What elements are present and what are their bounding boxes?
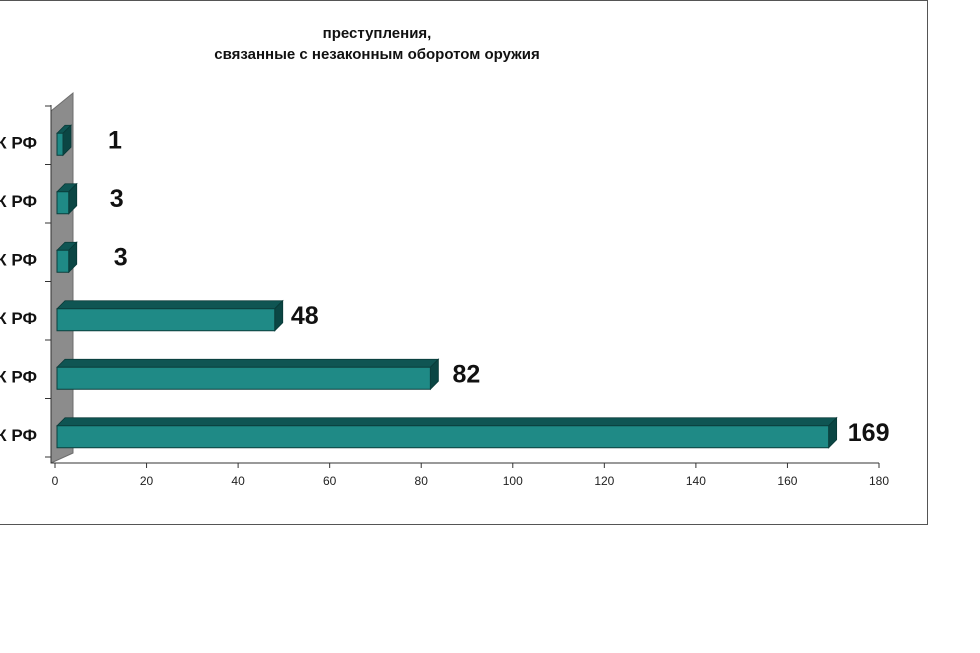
bar-front-face	[56, 366, 431, 390]
bar-1	[56, 124, 72, 157]
category-label-5: К РФ	[0, 367, 37, 386]
data-label-6: 169	[848, 419, 890, 447]
data-label-3: 3	[114, 243, 128, 271]
x-axis: 0 20 40 60 80 100 120 140 160 180	[51, 462, 889, 488]
x-tick-label: 40	[231, 474, 245, 488]
bar-5	[56, 358, 440, 391]
category-label-4: К РФ	[0, 309, 37, 328]
category-label-1: К РФ	[0, 133, 37, 152]
chart-frame: преступления, связанные с незаконным обор…	[0, 0, 928, 525]
data-label-1: 1	[108, 126, 122, 154]
bar-front-face	[56, 308, 276, 332]
x-tick-label: 20	[140, 474, 154, 488]
bars	[56, 124, 838, 449]
chart-title: преступления, связанные с незаконным обор…	[214, 25, 540, 63]
data-label-4: 48	[291, 302, 319, 330]
data-labels: 1 3 3 48 82 169	[108, 126, 889, 447]
category-labels: К РФ К РФ К РФ К РФ К РФ К РФ	[0, 133, 37, 445]
category-label-2: К РФ	[0, 192, 37, 211]
chart-title-line-2: связанные с незаконным оборотом оружия	[214, 46, 540, 63]
bar-front-face	[56, 132, 64, 156]
bar-top-face	[56, 358, 440, 368]
x-tick-label: 100	[503, 474, 523, 488]
x-tick-label: 80	[415, 474, 429, 488]
category-label-6: К РФ	[0, 426, 37, 445]
x-tick-label: 0	[52, 474, 59, 488]
bar-3	[56, 241, 78, 274]
data-label-5: 82	[452, 360, 480, 388]
bar-2	[56, 182, 78, 215]
chart-title-line-1: преступления,	[323, 25, 432, 42]
bar-front-face	[56, 425, 830, 449]
x-tick-label: 180	[869, 474, 889, 488]
bar-chart: преступления, связанные с незаконным обор…	[0, 25, 890, 488]
bar-6	[56, 416, 838, 449]
data-label-2: 3	[110, 185, 124, 213]
x-tick-label: 140	[686, 474, 706, 488]
bar-4	[56, 299, 284, 332]
x-tick-label: 120	[594, 474, 614, 488]
bar-top-face	[56, 417, 838, 427]
category-label-3: К РФ	[0, 250, 37, 269]
bar-top-face	[56, 300, 284, 310]
x-tick-label: 160	[777, 474, 797, 488]
bar-front-face	[56, 249, 70, 273]
x-tick-label: 60	[323, 474, 337, 488]
bar-front-face	[56, 191, 70, 215]
